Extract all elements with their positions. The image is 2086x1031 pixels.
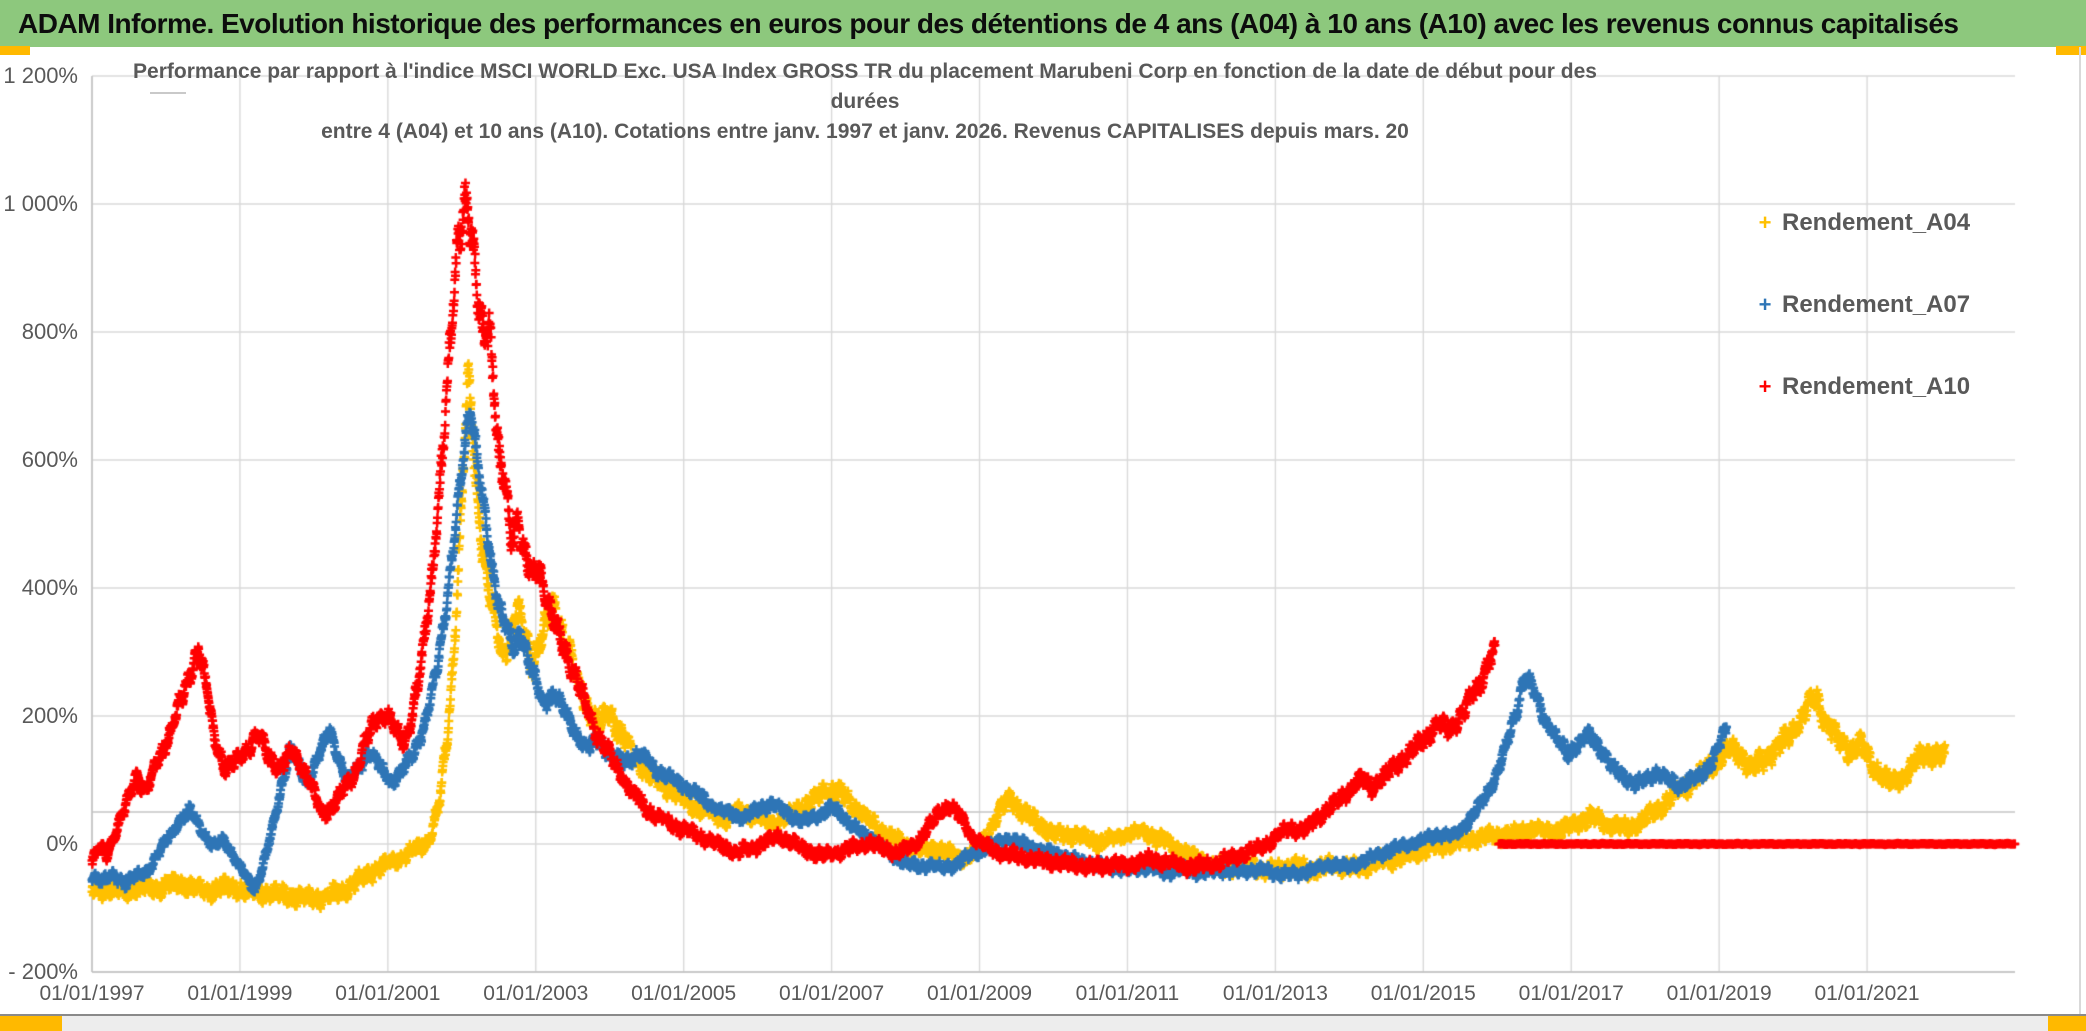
- legend-label: Rendement_A07: [1782, 291, 1971, 318]
- y-axis-label: 400%: [21, 575, 78, 600]
- y-axis-label: 800%: [21, 319, 78, 344]
- chart-title-line-1: Performance par rapport à l'indice MSCI …: [133, 60, 1597, 83]
- x-axis-label: 01/01/2001: [335, 982, 441, 1005]
- chart-title-line-3: entre 4 (A04) et 10 ans (A10). Cotations…: [321, 120, 1409, 143]
- legend: + Rendement_A04 + Rendement_A07 + Rendem…: [1752, 206, 2052, 452]
- plus-marker-icon: +: [1758, 210, 1772, 235]
- legend-item-rendement-a10[interactable]: + Rendement_A10: [1752, 370, 2052, 404]
- y-axis-label: 600%: [21, 447, 78, 472]
- chart-title: Performance par rapport à l'indice MSCI …: [100, 57, 1630, 147]
- x-axis-label: 01/01/2009: [926, 982, 1033, 1005]
- chart-handle-bottom-right[interactable]: [2048, 1016, 2086, 1031]
- x-axis-label: 01/01/1999: [187, 982, 293, 1005]
- legend-item-rendement-a04[interactable]: + Rendement_A04: [1752, 206, 2052, 240]
- legend-label: Rendement_A04: [1782, 209, 1971, 236]
- plus-marker-icon: +: [1758, 374, 1772, 399]
- plus-marker-icon: +: [1758, 292, 1772, 317]
- x-axis-label: 01/01/2007: [779, 982, 885, 1005]
- y-axis-label: 1 200%: [3, 63, 78, 88]
- x-axis-label: 01/01/1997: [39, 982, 145, 1005]
- x-axis-label: 01/01/2011: [1075, 982, 1180, 1005]
- chart-right-border: [2079, 47, 2081, 1014]
- legend-item-rendement-a07[interactable]: + Rendement_A07: [1752, 288, 2052, 322]
- bottom-strip: [0, 1014, 2086, 1031]
- chart-title-line-2: durées: [830, 90, 900, 113]
- y-axis-label: 0%: [46, 831, 78, 856]
- header-bar: ADAM Informe. Evolution historique des p…: [0, 0, 2086, 47]
- y-axis-label: - 200%: [8, 959, 78, 984]
- y-axis-label: 200%: [21, 703, 78, 728]
- chart-handle-bottom-left[interactable]: [0, 1016, 62, 1031]
- header-title: ADAM Informe. Evolution historique des p…: [18, 7, 1959, 39]
- legend-label: Rendement_A10: [1782, 373, 1971, 400]
- y-axis-label: 1 000%: [3, 191, 78, 216]
- plot-area-canvas[interactable]: [0, 47, 2086, 1014]
- x-axis-label: 01/01/2017: [1518, 982, 1624, 1005]
- x-axis-label: 01/01/2019: [1666, 982, 1772, 1005]
- x-axis-label: 01/01/2005: [631, 982, 737, 1005]
- title-dash: [150, 92, 186, 94]
- x-axis-label: 01/01/2013: [1222, 982, 1328, 1005]
- x-axis-label: 01/01/2015: [1370, 982, 1476, 1005]
- x-axis-label: 01/01/2003: [483, 982, 589, 1005]
- x-axis-label: 01/01/2021: [1814, 982, 1920, 1005]
